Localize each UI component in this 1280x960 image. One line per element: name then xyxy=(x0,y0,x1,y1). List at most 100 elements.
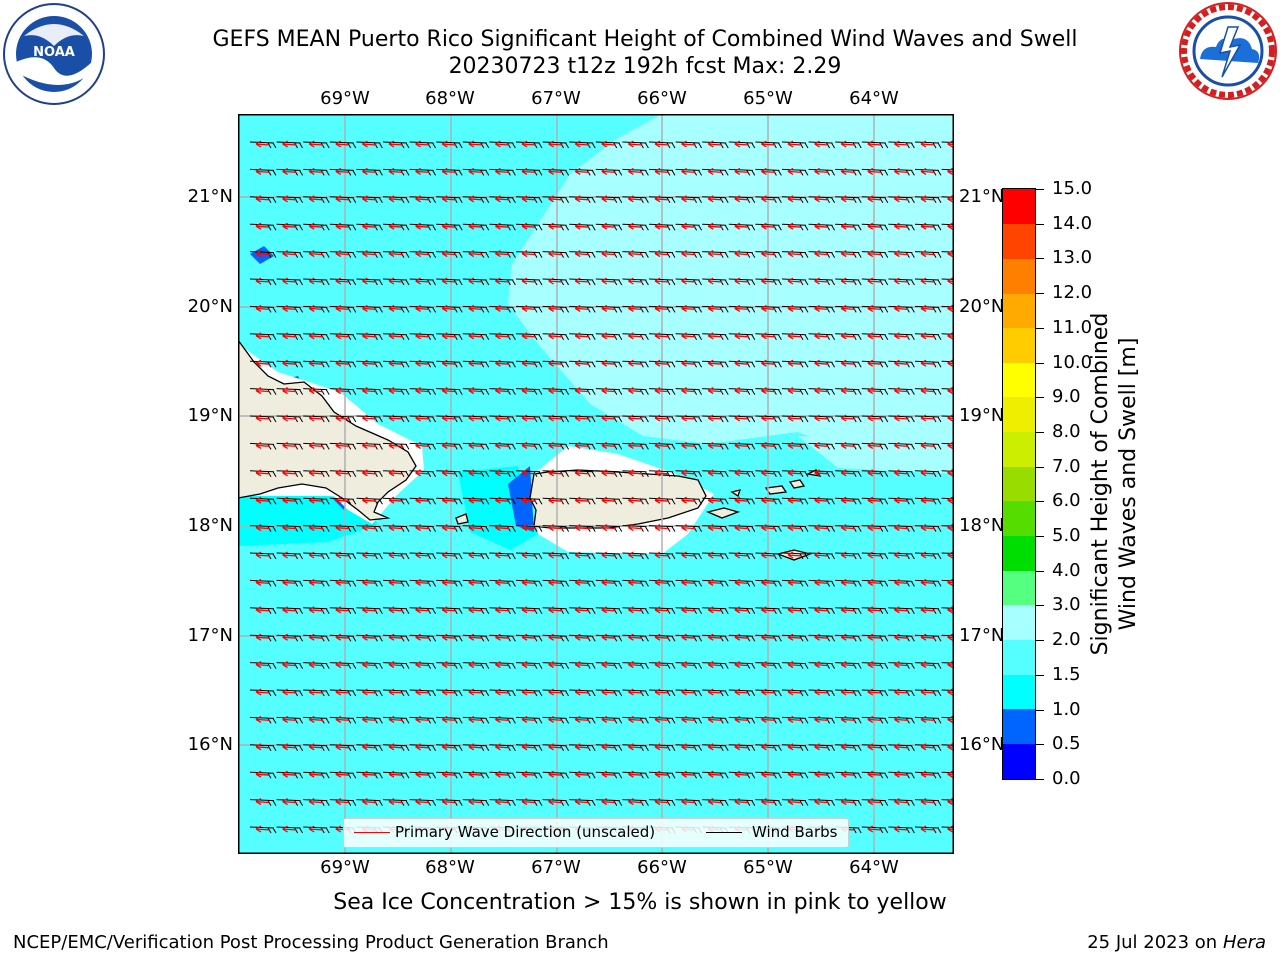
colorbar-segment xyxy=(1003,535,1035,571)
wave-arrow xyxy=(441,277,457,285)
wave-arrow xyxy=(628,578,643,586)
colorbar-segment xyxy=(1003,604,1035,640)
wave-arrow xyxy=(495,469,510,477)
wave-arrow xyxy=(255,770,271,778)
wave-arrow xyxy=(548,140,563,148)
wave-arrow xyxy=(920,414,936,422)
wave-arrow xyxy=(335,167,350,175)
wave-arrow xyxy=(282,606,297,614)
wave-arrow xyxy=(681,332,696,340)
wave-arrow xyxy=(894,222,909,230)
wave-arrow xyxy=(734,304,749,312)
wave-arrow xyxy=(894,140,909,148)
wave-arrow xyxy=(521,277,537,285)
wave-arrow xyxy=(388,606,404,614)
wave-arrow xyxy=(947,195,954,203)
colorbar-tick-mark xyxy=(1036,605,1044,607)
wave-arrow xyxy=(548,167,563,175)
wave-arrow xyxy=(441,524,457,532)
wave-arrow xyxy=(787,715,803,723)
wave-arrow xyxy=(441,140,457,148)
wave-arrow xyxy=(628,332,643,340)
wave-arrow xyxy=(734,387,749,395)
colorbar-tick-mark xyxy=(1036,536,1044,538)
wave-arrow xyxy=(468,277,483,285)
wave-arrow xyxy=(814,414,829,422)
wave-arrow xyxy=(840,469,856,477)
wave-arrow xyxy=(734,524,749,532)
wave-arrow xyxy=(468,770,483,778)
wave-arrow xyxy=(814,633,829,641)
wave-arrow xyxy=(867,661,882,669)
wave-arrow xyxy=(761,688,776,696)
wave-arrow xyxy=(920,524,936,532)
lon-tick-top: 64°W xyxy=(849,88,899,109)
wave-arrow xyxy=(628,250,643,258)
wave-arrow xyxy=(761,496,776,504)
wave-arrow xyxy=(681,715,696,723)
wave-arrow xyxy=(468,140,483,148)
colorbar-tick-label: 2.0 xyxy=(1052,629,1081,651)
wave-arrow xyxy=(707,332,723,340)
wave-arrow xyxy=(388,387,404,395)
wave-arrow xyxy=(362,578,377,586)
wave-arrow xyxy=(867,496,882,504)
chart-subtitle: 20230723 t12z 192h fcst Max: 2.29 xyxy=(448,54,842,79)
wave-arrow xyxy=(521,167,537,175)
wave-arrow xyxy=(548,414,563,422)
wave-arrow xyxy=(335,414,350,422)
wave-arrow xyxy=(867,578,882,586)
wave-arrow xyxy=(920,167,936,175)
wave-arrow xyxy=(282,825,297,833)
wave-arrow xyxy=(681,304,696,312)
wave-arrow xyxy=(681,496,696,504)
wave-arrow xyxy=(441,359,457,367)
footer-branch-credit: NCEP/EMC/Verification Post Processing Pr… xyxy=(13,932,609,953)
wave-arrow xyxy=(362,441,377,449)
wave-arrow xyxy=(388,798,404,806)
wave-arrow xyxy=(707,743,723,751)
colorbar-tick-label: 3.0 xyxy=(1052,594,1081,616)
wave-arrow xyxy=(681,387,696,395)
wave-arrow xyxy=(840,770,856,778)
footer-date-text: 25 Jul 2023 on xyxy=(1087,932,1223,953)
wave-arrow xyxy=(707,688,723,696)
colorbar-tick-label: 11.0 xyxy=(1052,316,1093,338)
wave-arrow xyxy=(867,633,882,641)
wave-arrow xyxy=(415,332,430,340)
wave-arrow xyxy=(681,551,696,559)
wave-arrow xyxy=(681,743,696,751)
wave-arrow xyxy=(628,743,643,751)
wave-arrow xyxy=(707,277,723,285)
wave-arrow xyxy=(548,387,563,395)
wave-arrow xyxy=(255,606,271,614)
wave-arrow xyxy=(415,770,430,778)
wave-arrow xyxy=(867,222,882,230)
wave-arrow xyxy=(707,469,723,477)
wave-arrow xyxy=(441,441,457,449)
wave-arrow xyxy=(548,606,563,614)
wave-arrow xyxy=(787,250,803,258)
wave-arrow xyxy=(362,496,377,504)
colorbar-tick-mark xyxy=(1036,397,1044,399)
wave-arrow xyxy=(707,715,723,723)
wave-arrow xyxy=(947,304,954,312)
wave-arrow xyxy=(282,414,297,422)
wave-arrow xyxy=(814,606,829,614)
wave-arrow xyxy=(840,414,856,422)
wave-arrow xyxy=(282,387,297,395)
wave-arrow xyxy=(548,798,563,806)
wave-arrow xyxy=(308,578,324,586)
wave-arrow xyxy=(495,387,510,395)
wave-arrow xyxy=(495,414,510,422)
wave-arrow xyxy=(548,441,563,449)
wave-arrow xyxy=(814,551,829,559)
wave-arrow xyxy=(574,551,590,559)
wave-arrow xyxy=(495,304,510,312)
wave-arrow xyxy=(920,387,936,395)
wave-arrow xyxy=(654,578,670,586)
wave-arrow xyxy=(707,798,723,806)
wave-arrow xyxy=(601,441,616,449)
wave-arrow xyxy=(840,633,856,641)
wave-arrow xyxy=(920,715,936,723)
